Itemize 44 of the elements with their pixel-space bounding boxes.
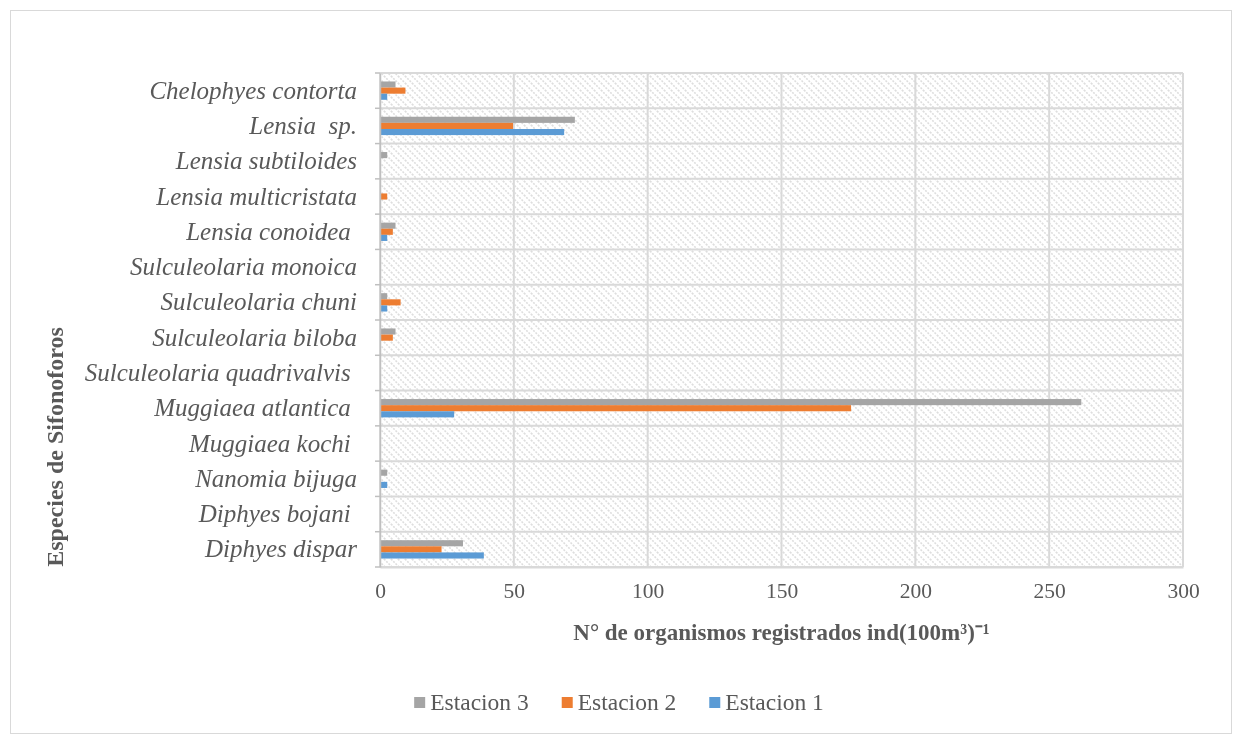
bar [380,228,393,235]
bar [380,81,396,88]
y-tick-label: Sulculeolaria quadrivalvis [84,358,357,386]
x-tick-label: 0 [375,579,386,604]
y-tick-label: Lensia multicristata [155,182,357,210]
legend-label: Estacion 1 [725,689,824,715]
x-tick-label: 200 [899,579,932,604]
y-tick-label: Muggiaea kochi [187,429,357,457]
bar [380,305,388,312]
legend-label: Estacion 2 [577,689,677,715]
bar [380,87,406,94]
bar [380,128,565,136]
y-tick-label: Lensia conoidea [185,217,357,245]
x-tick-label: 50 [503,579,526,604]
bar [380,411,455,418]
x-tick-label: 150 [765,579,799,604]
bar [380,193,388,200]
bar [380,546,442,553]
x-axis-title: N° de organismos registrados ind(100m³)⁻¹ [573,620,990,645]
y-axis-title: Especies de Sifonoforos [42,327,68,567]
bar [380,334,393,341]
y-tick-label: Muggiaea atlantica [153,394,357,422]
y-tick-label: Nanomia bijuga [194,464,357,492]
x-tick-label: 100 [632,579,665,604]
bar [380,116,575,123]
bar [380,222,396,229]
y-tick-label: Lensia subtiloides [174,147,357,175]
y-tick-label: Lensia sp. [248,111,357,139]
x-tick-label: 250 [1033,579,1066,604]
y-tick-label: Sulculeolaria monoica [129,253,357,281]
bar [380,299,401,306]
y-tick-label: Chelophyes contorta [149,76,357,104]
bar [380,405,852,412]
y-tick-label: Diphyes bojani [197,500,357,528]
bar [380,122,514,129]
bar [380,328,396,335]
y-tick-label: Sulculeolaria chuni [160,288,358,316]
legend-label: Estacion 3 [430,689,529,715]
bar [380,540,463,547]
bar [380,399,1082,406]
bar [380,552,484,559]
x-tick-label: 300 [1167,579,1200,604]
y-tick-label: Sulculeolaria biloba [152,323,357,351]
y-tick-label: Diphyes dispar [203,535,358,563]
